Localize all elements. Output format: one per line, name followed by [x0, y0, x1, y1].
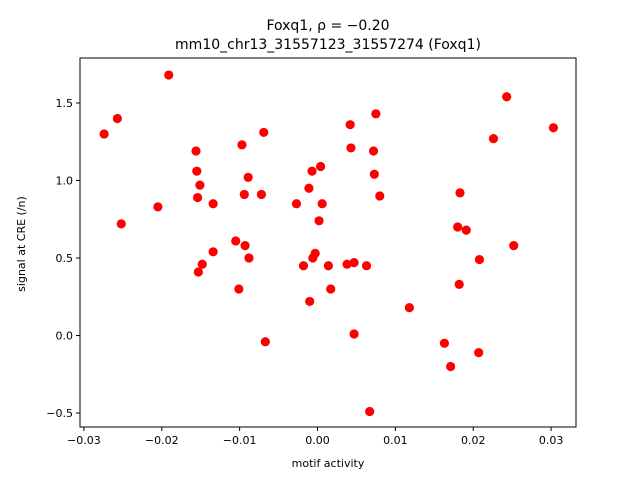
y-tick-label: −0.5	[46, 407, 73, 420]
data-point	[310, 248, 320, 258]
x-tick-label: 0.02	[461, 434, 486, 447]
data-point	[548, 123, 559, 133]
data-point	[446, 361, 456, 372]
data-point	[369, 169, 379, 179]
data-point	[208, 247, 218, 257]
plot-frame	[79, 57, 577, 428]
x-tick-label: 0.03	[539, 434, 564, 447]
data-point	[239, 189, 249, 200]
data-point	[231, 236, 241, 246]
data-point	[488, 134, 499, 144]
data-point	[195, 180, 205, 190]
data-point	[256, 189, 267, 200]
y-axis-label: signal at CRE (/n)	[15, 196, 28, 292]
x-tick-label: −0.02	[145, 434, 179, 447]
data-point	[164, 70, 174, 80]
data-point	[193, 267, 203, 277]
data-point	[342, 259, 352, 269]
data-point	[305, 296, 315, 307]
data-point	[368, 146, 379, 156]
data-point	[153, 202, 163, 212]
data-point	[375, 191, 385, 201]
data-point	[502, 92, 512, 102]
data-point	[345, 120, 355, 130]
data-point	[112, 113, 122, 124]
y-tick-label: 0.0	[56, 330, 74, 343]
data-point	[349, 329, 359, 339]
data-point	[439, 338, 450, 348]
data-point	[455, 188, 465, 198]
x-axis-label: motif activity	[292, 457, 365, 470]
data-point	[243, 172, 253, 182]
data-point	[259, 127, 269, 138]
x-tick-label: −0.03	[67, 434, 101, 447]
data-point	[453, 222, 463, 232]
data-point	[307, 166, 317, 176]
data-point	[371, 109, 381, 119]
x-tick-label: 0.00	[305, 434, 330, 447]
data-point	[317, 199, 327, 209]
data-point	[323, 261, 333, 271]
y-tick-label: 0.5	[56, 252, 74, 265]
data-point	[298, 261, 309, 271]
data-point	[244, 253, 254, 263]
data-point	[404, 303, 414, 313]
data-point	[474, 347, 484, 358]
chart-title-line-2: mm10_chr13_31557123_31557274 (Foxq1)	[175, 37, 481, 53]
data-point	[461, 225, 471, 235]
data-point	[365, 406, 375, 417]
chart-title-line-1: Foxq1, ρ = −0.20	[266, 18, 389, 34]
data-point	[191, 146, 201, 156]
data-point	[474, 254, 485, 265]
y-tick-label: 1.0	[56, 174, 74, 187]
data-point	[99, 129, 109, 139]
data-point	[346, 143, 356, 153]
data-point	[316, 161, 326, 172]
data-point	[260, 337, 270, 347]
plot-area: −0.03 −0.02 −0.01 0.00 0.01 0.02 0.03 −0.5 0.0 0.…	[46, 57, 577, 447]
x-tick-label: 0.01	[383, 434, 408, 447]
data-point	[454, 279, 464, 289]
data-point	[361, 261, 372, 271]
data-point	[237, 140, 247, 150]
data-point	[116, 219, 126, 229]
data-point	[291, 199, 302, 209]
y-tick-label: 1.5	[56, 97, 74, 110]
data-point	[192, 166, 202, 176]
data-point	[509, 241, 519, 251]
data-point	[304, 183, 314, 193]
data-point	[197, 259, 207, 269]
data-point	[349, 258, 359, 268]
data-point	[240, 241, 250, 251]
data-point	[192, 192, 203, 203]
data-point	[314, 216, 324, 226]
x-tick-label: −0.01	[223, 434, 257, 447]
data-point	[326, 284, 336, 294]
data-point	[208, 199, 218, 209]
data-point	[234, 284, 244, 294]
